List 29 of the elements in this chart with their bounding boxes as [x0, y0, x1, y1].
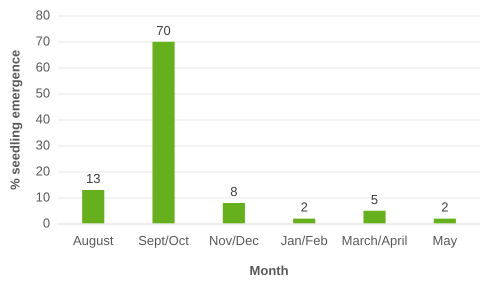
- bar: [152, 42, 175, 224]
- bar: [82, 190, 104, 224]
- data-label: 70: [156, 22, 171, 38]
- x-tick-label: March/April: [342, 233, 408, 248]
- bar: [434, 218, 456, 224]
- y-tick-label: 0: [42, 215, 50, 230]
- x-tick-label: Sept/Oct: [138, 233, 190, 248]
- x-tick-label: May: [432, 233, 458, 248]
- data-label: 8: [230, 184, 238, 200]
- y-tick-label: 80: [36, 7, 50, 22]
- x-axis-title: Month: [250, 262, 289, 278]
- data-label: 2: [441, 200, 448, 215]
- y-axis-title: % seedling emergence: [7, 50, 22, 190]
- y-tick-label: 10: [36, 189, 50, 204]
- data-label: 2: [300, 200, 308, 215]
- x-tick-label: Nov/Dec: [208, 233, 260, 248]
- y-tick-label: 70: [36, 33, 50, 48]
- bar: [222, 203, 245, 224]
- data-label: 13: [86, 171, 100, 186]
- x-tick-label: August: [72, 233, 114, 248]
- y-tick-label: 50: [36, 85, 50, 100]
- bar: [293, 218, 316, 224]
- y-tick-label: 20: [36, 163, 50, 178]
- x-tick-label: Jan/Feb: [280, 233, 328, 248]
- y-tick-label: 60: [36, 59, 50, 74]
- bar: [363, 210, 386, 224]
- y-tick-label: 40: [36, 111, 50, 126]
- data-label: 5: [370, 192, 378, 207]
- y-tick-label: 30: [36, 137, 50, 152]
